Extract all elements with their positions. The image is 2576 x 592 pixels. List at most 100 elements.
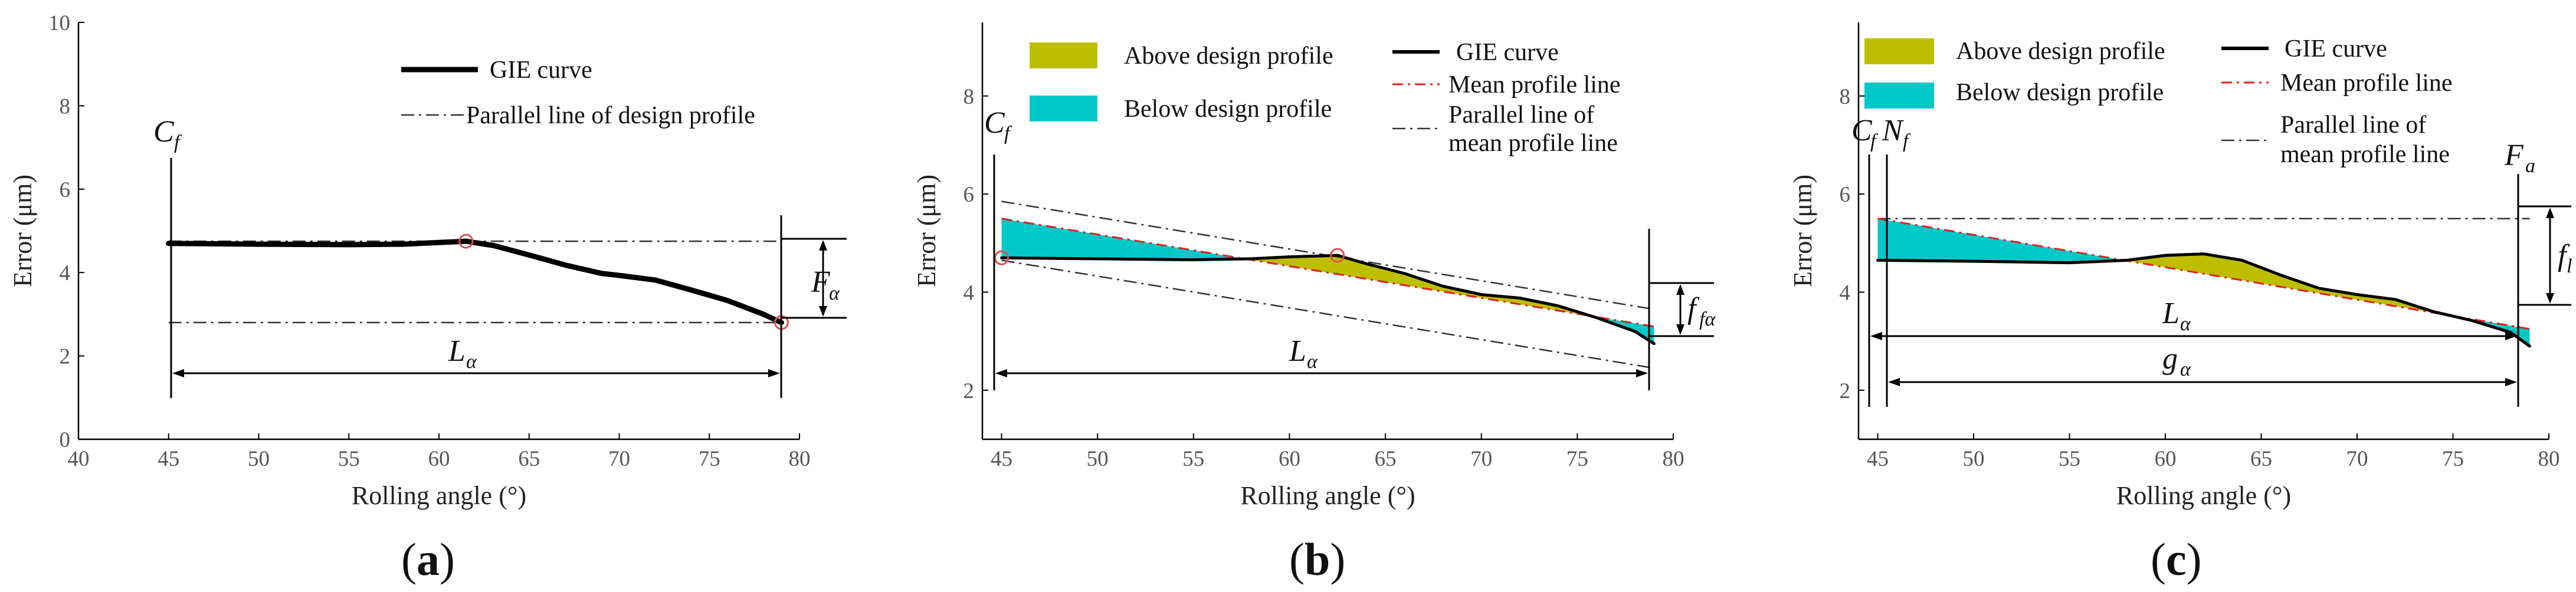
span-arrowhead-right <box>2505 332 2517 340</box>
deviation-arrowhead-up <box>819 240 827 251</box>
span-label-sub: α <box>466 351 477 373</box>
x-tick-label: 60 <box>428 447 450 471</box>
deviation-arrowhead-up <box>2546 208 2554 218</box>
x-tick-label: 45 <box>1867 447 1889 471</box>
y-tick-label: 4 <box>963 281 975 305</box>
legend-label-parallel: Parallel line of design profile <box>466 102 755 129</box>
panel-label-b: (b) <box>1289 534 1345 585</box>
y-tick-label: 8 <box>60 94 71 119</box>
y-axis-title: Error (μm) <box>1788 175 1817 287</box>
x-tick-label: 50 <box>1963 447 1985 471</box>
start-label: C <box>1851 114 1873 147</box>
end-label: F <box>2504 139 2524 172</box>
x-tick-label: 65 <box>518 447 540 471</box>
start-label-sub: f <box>1870 130 1879 152</box>
start-label-sub: f <box>174 131 182 153</box>
span-label: L <box>2162 297 2180 330</box>
x-tick-label: 65 <box>2250 447 2272 471</box>
end-label-sub: a <box>2525 155 2535 177</box>
x-tick-label: 45 <box>991 447 1012 471</box>
gie-curve <box>166 238 784 325</box>
x-tick-label: 60 <box>1279 447 1300 471</box>
x-tick-label: 50 <box>248 447 270 471</box>
span-label: L <box>448 334 466 368</box>
span-label-sub: α <box>1307 351 1318 373</box>
legend-label-gie: GIE curve <box>490 57 592 84</box>
x-tick-label: 70 <box>1470 447 1492 471</box>
x-tick-label: 75 <box>699 447 720 471</box>
gie-curve <box>1000 254 1656 346</box>
above-area <box>2125 254 2451 316</box>
below-area <box>2450 315 2530 346</box>
start-label: C <box>984 106 1005 140</box>
span-arrowhead-right <box>768 369 780 377</box>
x-tick-label: 75 <box>1566 447 1588 471</box>
y-tick-label: 2 <box>963 379 975 403</box>
legend-label-gie: GIE curve <box>1456 39 1559 66</box>
panel-label-c: (c) <box>2151 534 2202 585</box>
deviation-label-sub: l <box>2567 255 2572 277</box>
legend-swatch-below <box>1030 96 1097 121</box>
deviation-arrowhead-up <box>1676 284 1684 295</box>
deviation-arrowhead-down <box>2546 293 2554 304</box>
x-axis-title: Rolling angle (°) <box>352 481 526 510</box>
span2-arrowhead-left <box>1888 378 1900 386</box>
extremum-marker <box>1330 248 1345 263</box>
start2-label: N <box>1882 114 1905 147</box>
y-tick-label: 2 <box>60 345 71 369</box>
span-label-sub: α <box>2180 313 2191 335</box>
legend-label-parallel-cont: mean profile line <box>2280 141 2450 168</box>
start2-label-sub: f <box>1903 130 1911 152</box>
x-tick-label: 70 <box>2346 447 2368 471</box>
span-label: L <box>1289 334 1306 368</box>
annotations-a: C f F α L α <box>153 115 847 398</box>
y-tick-label: 2 <box>1840 379 1851 403</box>
span-arrowhead-left <box>1870 332 1882 340</box>
y-axis-title: Error (μm) <box>912 175 941 287</box>
legend-label-above: Above design profile <box>1124 42 1333 70</box>
y-tick-label: 8 <box>963 85 975 109</box>
legend-b: Above design profile Below design profil… <box>1030 39 1621 157</box>
start-label-sub: f <box>1004 123 1012 144</box>
legend-swatch-below <box>1864 83 1934 108</box>
above-area <box>1246 255 1595 317</box>
deviation-arrowhead-down <box>819 306 827 317</box>
x-tick-label: 55 <box>2059 447 2080 471</box>
y-tick-label: 6 <box>963 183 975 207</box>
deviation-label-sub: α <box>829 282 840 304</box>
x-tick-label: 60 <box>2155 447 2177 471</box>
x-tick-label: 80 <box>1663 447 1684 471</box>
y-axis-title: Error (μm) <box>8 175 37 287</box>
span-arrowhead-left <box>995 369 1007 377</box>
annotations-c: C f N f F a f l L α g α <box>1851 114 2572 407</box>
panel-a: 40 45 50 55 60 65 70 75 80 0 2 4 6 8 10 Rolling angle (… <box>8 11 847 585</box>
legend-label-above: Above design profile <box>1956 38 2165 65</box>
y-tick-label: 6 <box>60 178 71 202</box>
x-tick-label: 55 <box>1182 447 1204 471</box>
span2-arrowhead-right <box>2505 378 2517 386</box>
x-axis-title: Rolling angle (°) <box>2116 481 2291 510</box>
deviation-arrowhead-down <box>1676 324 1684 335</box>
span2-label: g <box>2162 342 2178 376</box>
x-axis-title: Rolling angle (°) <box>1240 481 1415 510</box>
y-tick-label: 10 <box>48 11 70 35</box>
panel-c: 45 50 55 60 65 70 75 80 2 4 6 8 Rolling angle (°) Err… <box>1788 22 2572 585</box>
x-tick-label: 80 <box>789 447 811 471</box>
legend-swatch-above <box>1030 42 1097 68</box>
legend-a: GIE curve Parallel line of design profil… <box>401 57 755 129</box>
start-label: C <box>153 115 175 149</box>
x-tick-label: 80 <box>2538 447 2560 471</box>
extremum-marker <box>458 233 474 249</box>
y-tick-label: 4 <box>60 261 71 285</box>
y-tick-label: 8 <box>1840 85 1851 109</box>
y-tick-label: 0 <box>60 428 71 452</box>
x-tick-label: 70 <box>608 447 630 471</box>
x-tick-label: 65 <box>1375 447 1397 471</box>
y-tick-label: 4 <box>1840 281 1851 305</box>
y-tick-label: 6 <box>1840 183 1851 207</box>
x-tick-label: 75 <box>2442 447 2464 471</box>
legend-label-mean: Mean profile line <box>2280 70 2453 97</box>
legend-swatch-above <box>1864 38 1934 64</box>
legend-label-mean: Mean profile line <box>1448 71 1621 98</box>
span-arrowhead-right <box>1636 369 1648 377</box>
